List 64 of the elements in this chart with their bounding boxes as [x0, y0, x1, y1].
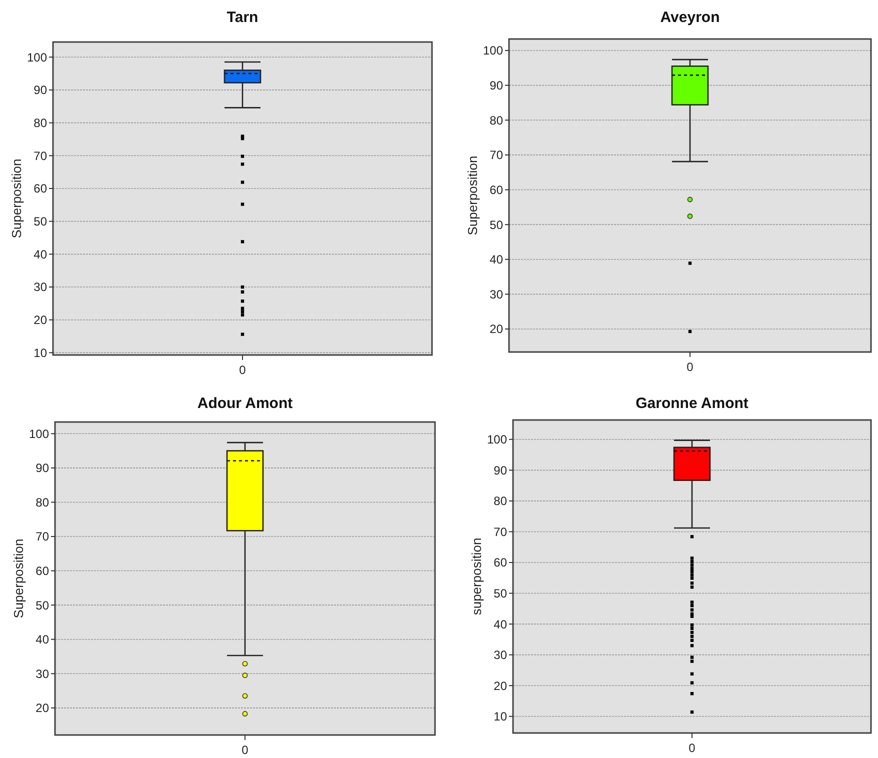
y-tick-label: 20: [490, 322, 504, 336]
y-tick-label: 70: [36, 530, 50, 544]
point: [240, 180, 244, 184]
chart-title: Aveyron: [660, 9, 720, 26]
y-tick-label: 20: [34, 313, 48, 328]
point: [690, 656, 694, 659]
y-tick-label: 90: [34, 83, 48, 98]
y-tick-label: 30: [36, 666, 50, 681]
y-tick-label: 60: [490, 182, 504, 197]
y-axis-title: Superposition: [9, 158, 24, 238]
point: [240, 240, 244, 244]
y-tick-label: 80: [490, 113, 504, 128]
point: [240, 154, 244, 158]
y-tick-label: 90: [494, 463, 508, 478]
y-tick-label: 80: [494, 494, 508, 508]
y-tick-label: 10: [494, 710, 508, 724]
y-tick-label: 40: [490, 252, 504, 267]
point: [690, 576, 694, 580]
point: [690, 556, 694, 560]
y-tick-label: 90: [36, 461, 50, 476]
point: [690, 660, 694, 663]
y-tick-label: 40: [494, 617, 508, 632]
y-tick-label: 60: [34, 182, 48, 196]
y-tick-label: 50: [490, 218, 504, 232]
x-tick-label: 0: [686, 360, 694, 374]
y-axis-title: Superposition: [465, 156, 480, 236]
y-tick-label: 100: [26, 50, 48, 64]
y-tick-label: 70: [34, 148, 48, 163]
point: [690, 573, 694, 576]
x-tick-label: 0: [242, 743, 249, 757]
point: [690, 681, 694, 684]
y-tick-label: 50: [34, 214, 48, 229]
y-tick-label: 10: [34, 346, 48, 360]
y-tick-label: 60: [494, 556, 508, 570]
y-tick-label: 40: [36, 632, 50, 647]
y-tick-label: 30: [494, 648, 508, 662]
y-tick-label: 70: [490, 148, 504, 162]
y-tick-label: 20: [36, 701, 50, 716]
y-tick-label: 70: [494, 524, 508, 539]
y-tick-label: 80: [36, 495, 50, 510]
y-tick-label: 60: [36, 564, 50, 578]
y-tick-label: 80: [34, 116, 48, 130]
chart-title: Adour Amont: [197, 395, 293, 412]
point: [240, 332, 244, 336]
point: [690, 566, 694, 570]
y-axis-title: superposition: [469, 538, 484, 616]
y-axis-title: Superposition: [11, 538, 26, 618]
y-tick-label: 100: [486, 432, 508, 447]
chart-title: Tarn: [226, 9, 258, 26]
y-tick-label: 20: [494, 678, 508, 693]
y-tick-label: 40: [34, 247, 48, 262]
y-tick-label: 50: [494, 586, 508, 600]
point: [690, 600, 694, 604]
y-tick-label: 30: [490, 287, 504, 302]
y-tick-label: 50: [36, 598, 50, 612]
y-tick-label: 100: [28, 426, 50, 441]
chart-title: Garonne Amont: [636, 395, 748, 412]
point: [240, 202, 244, 206]
point: [240, 162, 244, 166]
x-tick-label: 0: [688, 741, 696, 755]
y-tick-label: 100: [482, 44, 504, 58]
y-tick-label: 90: [490, 78, 504, 93]
y-tick-label: 30: [34, 280, 48, 294]
x-tick-label: 0: [239, 363, 246, 377]
